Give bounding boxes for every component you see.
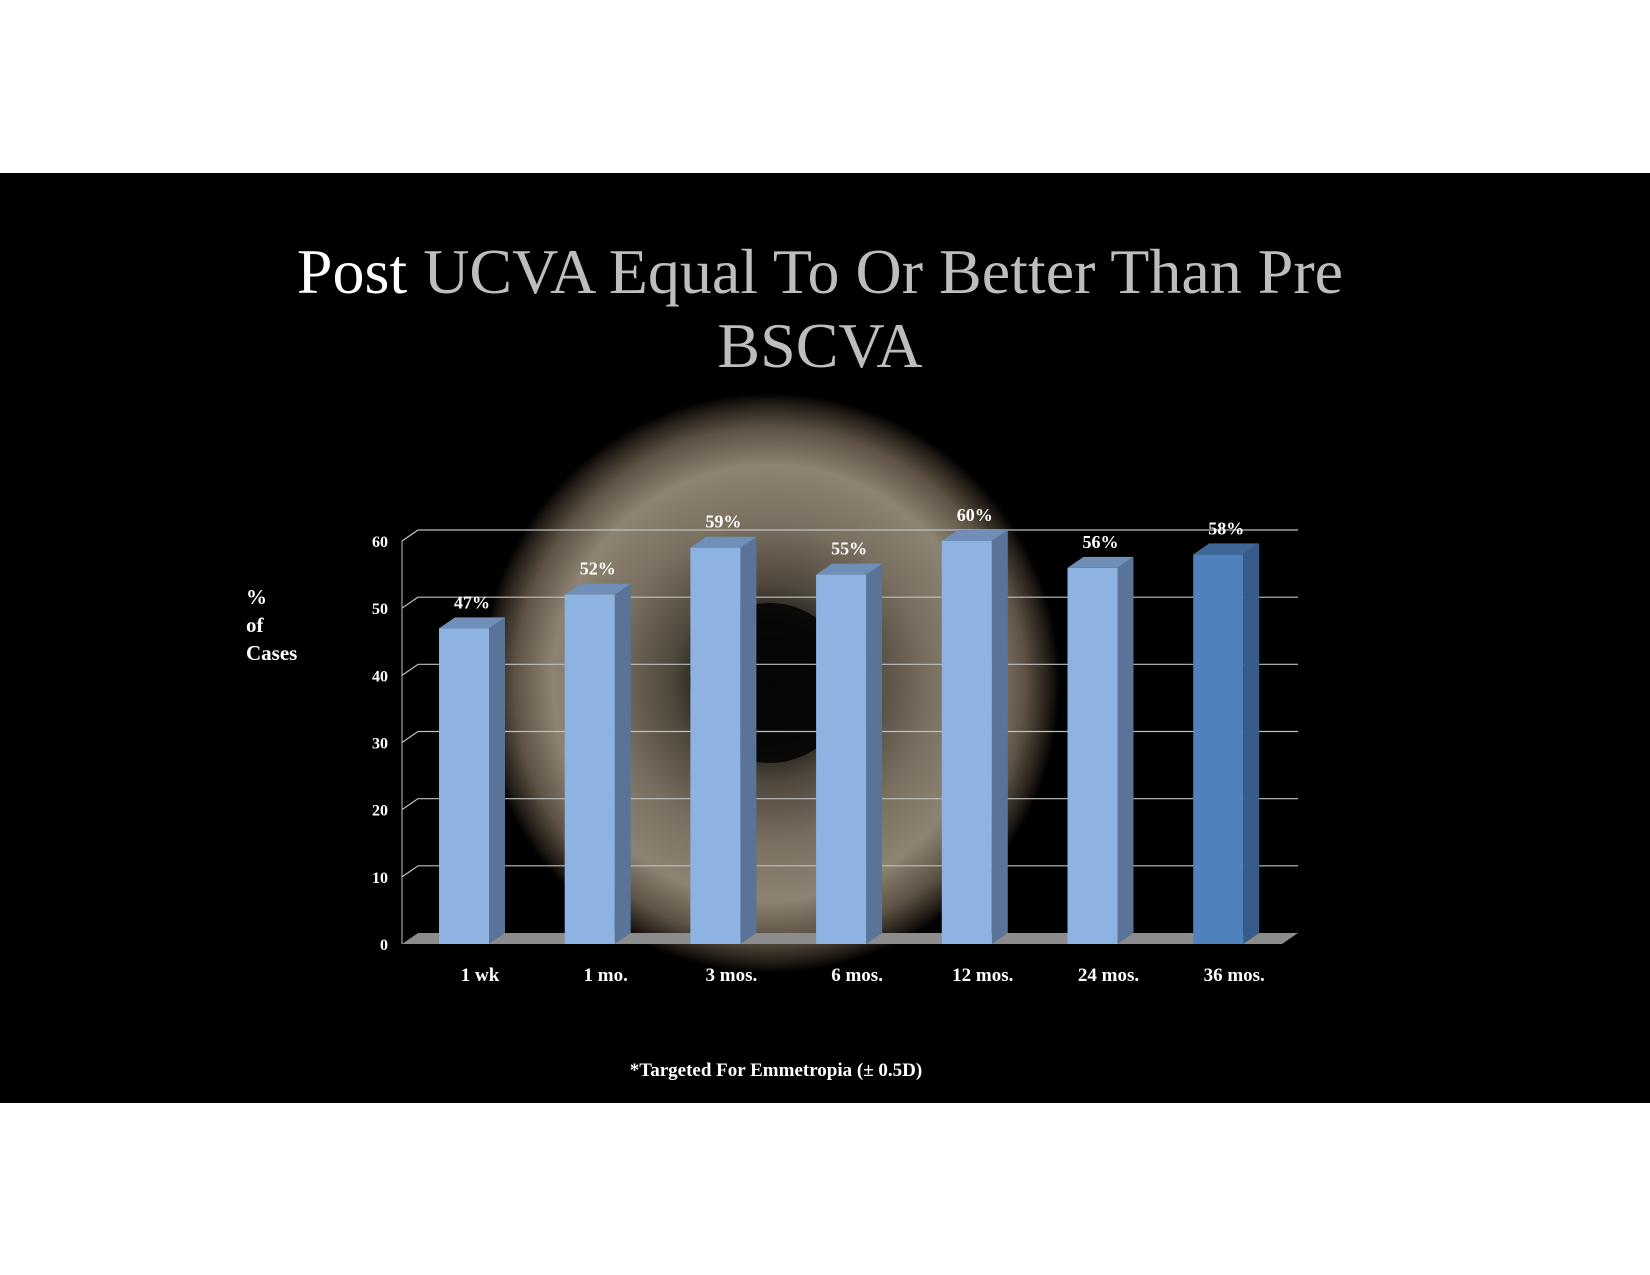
y-tick-label: 50 [372, 601, 388, 618]
bar [816, 574, 867, 944]
bar-side [489, 617, 505, 944]
bar [1067, 567, 1118, 944]
bar-top [690, 536, 757, 548]
bar-top [1067, 556, 1134, 568]
y-tick-label: 60 [372, 534, 388, 551]
data-label: 55% [831, 539, 867, 559]
x-tick-label: 36 mos. [1204, 965, 1265, 986]
y-axis-label-line: % [246, 585, 267, 609]
y-axis-label-line: of [246, 613, 264, 637]
x-tick-label: 1 mo. [584, 965, 628, 986]
bar [439, 628, 489, 944]
y-tick-label: 30 [372, 736, 388, 753]
gridline-depth [401, 798, 419, 811]
x-tick-label: 1 wk [461, 965, 500, 986]
bar-side [1243, 543, 1260, 944]
y-axis-top-edge [401, 529, 419, 542]
bar-side [1117, 556, 1134, 944]
data-label: 56% [1083, 532, 1119, 552]
x-tick-label: 24 mos. [1078, 965, 1139, 986]
bar-side [866, 563, 883, 944]
bar [690, 547, 741, 944]
data-label: 47% [454, 592, 490, 612]
gridline-depth [401, 596, 419, 609]
bar-top [1193, 543, 1260, 555]
bar-chart: 0 10 20 30 40 50 60 47% 1 wk 52% 1 mo. 59% 3 mos. 55%… [372, 505, 1298, 986]
footnote: *Targeted For Emmetropia (± 0.5D) [629, 1060, 923, 1081]
x-tick-label: 6 mos. [831, 965, 883, 986]
bar [564, 594, 615, 944]
y-axis-label: % of Cases [246, 583, 297, 667]
bar-side [991, 530, 1008, 944]
data-label: 59% [705, 512, 741, 532]
gridline-depth [401, 663, 419, 676]
slide: Post UCVA Equal To Or Better Than Pre BS… [0, 173, 1650, 1103]
data-label: 58% [1208, 518, 1244, 538]
slide-title: Post UCVA Equal To Or Better Than Pre BS… [225, 235, 1415, 383]
bar [941, 541, 992, 944]
data-label: 52% [580, 559, 616, 579]
y-axis-label-line: Cases [246, 641, 298, 665]
gridline-depth [401, 731, 419, 743]
gridline-depth [401, 865, 419, 878]
bar-top [564, 583, 631, 595]
bar-side [740, 536, 757, 944]
title-word-post: Post [296, 236, 408, 307]
y-tick-label: 0 [380, 937, 388, 954]
bar-top [816, 563, 883, 575]
x-tick-label: 12 mos. [952, 965, 1013, 986]
y-tick-label: 10 [372, 870, 388, 887]
x-tick-label: 3 mos. [706, 965, 758, 986]
y-tick-label: 40 [372, 668, 388, 685]
y-tick-label: 20 [372, 803, 388, 820]
data-label: 60% [957, 505, 993, 525]
bar [1193, 554, 1244, 944]
bar-top [439, 617, 505, 629]
title-rest: UCVA Equal To Or Better Than Pre BSCVA [407, 236, 1344, 381]
bar-top [941, 530, 1008, 541]
bar-side [614, 583, 631, 944]
